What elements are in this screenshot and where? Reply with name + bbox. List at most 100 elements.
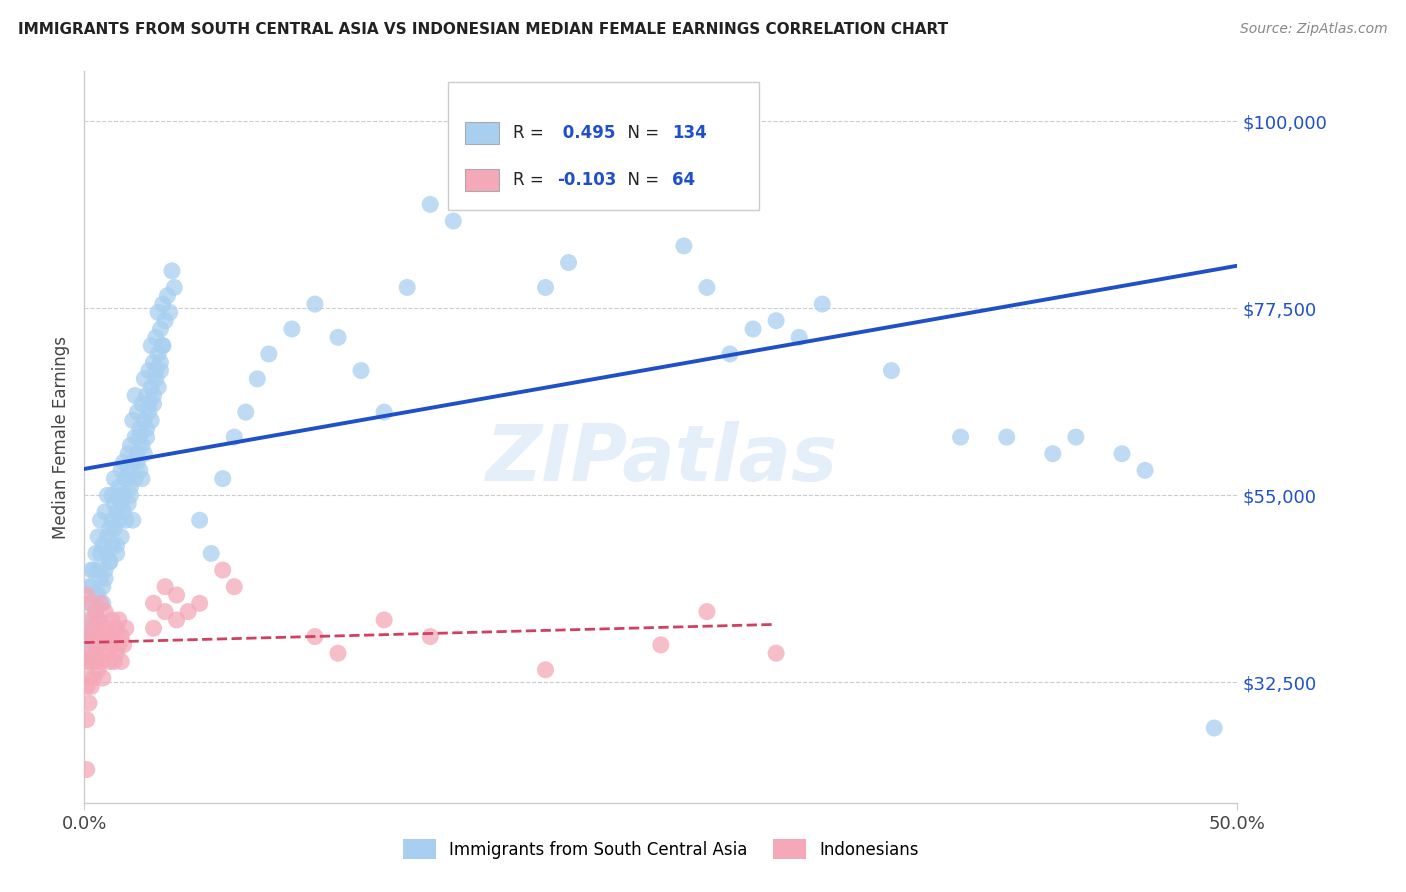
Point — [84, 630, 107, 644]
Point — [96, 621, 118, 635]
Point — [224, 580, 246, 594]
Point — [110, 530, 132, 544]
Point — [149, 322, 172, 336]
Point — [80, 580, 103, 594]
Point — [419, 197, 441, 211]
Point — [396, 280, 419, 294]
Point — [127, 455, 149, 469]
Point — [128, 422, 150, 436]
Point — [152, 339, 174, 353]
Point — [160, 264, 183, 278]
Point — [135, 422, 157, 436]
Point — [121, 413, 143, 427]
Text: R =: R = — [513, 124, 550, 142]
Point — [124, 430, 146, 444]
Point — [80, 596, 103, 610]
Point — [141, 380, 163, 394]
Point — [110, 655, 132, 669]
Point — [117, 463, 139, 477]
Text: N =: N = — [617, 171, 665, 189]
Point — [84, 605, 107, 619]
Point — [108, 480, 131, 494]
Point — [153, 314, 176, 328]
Point — [115, 472, 138, 486]
Point — [142, 621, 165, 635]
Point — [465, 172, 488, 186]
Point — [103, 521, 125, 535]
Point — [281, 322, 304, 336]
Point — [105, 546, 128, 560]
Point — [326, 646, 349, 660]
Point — [83, 671, 105, 685]
Point — [159, 305, 181, 319]
Point — [163, 280, 186, 294]
Point — [84, 546, 107, 560]
Point — [765, 314, 787, 328]
Point — [112, 455, 135, 469]
Point — [80, 563, 103, 577]
Point — [128, 430, 150, 444]
Point — [115, 472, 138, 486]
Point — [718, 347, 741, 361]
Point — [101, 538, 124, 552]
Point — [246, 372, 269, 386]
Point — [96, 488, 118, 502]
Point — [995, 430, 1018, 444]
Point — [87, 613, 110, 627]
Point — [350, 363, 373, 377]
Point — [96, 546, 118, 560]
Point — [84, 588, 107, 602]
Point — [211, 563, 233, 577]
Point — [80, 655, 103, 669]
Point — [131, 438, 153, 452]
Point — [304, 630, 326, 644]
Point — [110, 497, 132, 511]
Point — [121, 455, 143, 469]
Point — [76, 588, 98, 602]
Point — [650, 189, 672, 203]
Point — [200, 546, 222, 560]
Point — [76, 655, 98, 669]
Point — [235, 405, 257, 419]
Point — [149, 363, 172, 377]
Point — [131, 397, 153, 411]
Point — [512, 89, 534, 103]
Point — [96, 530, 118, 544]
Point — [89, 546, 111, 560]
Text: R =: R = — [513, 171, 550, 189]
Point — [91, 538, 114, 552]
Point — [142, 355, 165, 369]
Point — [153, 580, 176, 594]
Point — [138, 363, 160, 377]
Point — [83, 621, 105, 635]
Point — [98, 655, 121, 669]
Point — [149, 355, 172, 369]
Point — [742, 322, 765, 336]
Point — [142, 596, 165, 610]
Point — [120, 438, 142, 452]
Point — [115, 513, 138, 527]
Point — [211, 472, 233, 486]
Point — [188, 596, 211, 610]
Point — [87, 530, 110, 544]
Point — [83, 646, 105, 660]
Point — [94, 571, 117, 585]
Point — [811, 297, 834, 311]
Point — [103, 630, 125, 644]
FancyBboxPatch shape — [447, 82, 759, 211]
Point — [650, 638, 672, 652]
Point — [108, 638, 131, 652]
Point — [91, 646, 114, 660]
Point — [128, 463, 150, 477]
Point — [134, 372, 156, 386]
Point — [257, 347, 280, 361]
Point — [77, 671, 100, 685]
Point — [112, 505, 135, 519]
Text: -0.103: -0.103 — [557, 171, 616, 189]
Point — [94, 505, 117, 519]
Point — [127, 405, 149, 419]
Point — [627, 172, 650, 186]
Point — [1042, 447, 1064, 461]
Point — [96, 646, 118, 660]
Point — [672, 239, 695, 253]
